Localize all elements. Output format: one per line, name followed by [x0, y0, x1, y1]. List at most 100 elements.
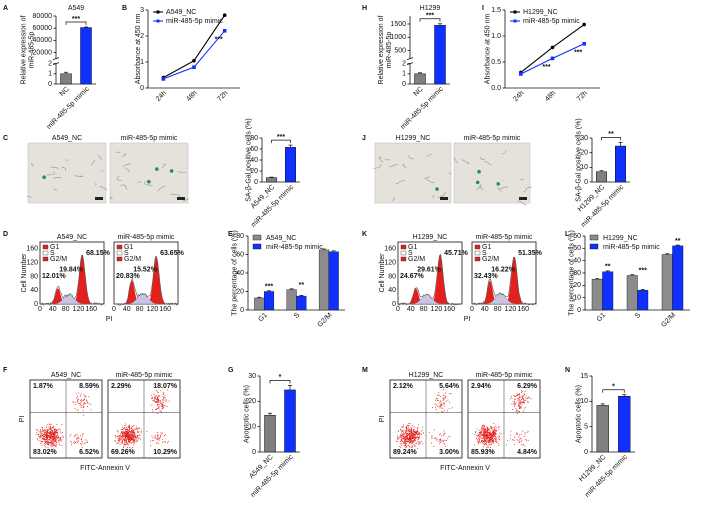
cell-texture: [373, 153, 452, 202]
y-tick-label: 20: [573, 282, 581, 289]
x-tick-label: 80: [494, 306, 502, 313]
legend-label: miR-485-5p mimic: [603, 244, 660, 251]
x-axis-label: PI: [464, 316, 471, 323]
y-tick-label: 40: [30, 287, 38, 294]
x-tick-label: 80: [420, 306, 428, 313]
bar: [266, 177, 277, 183]
quadrant-percentage: 89.24%: [393, 449, 418, 456]
stained-cell: [475, 180, 480, 185]
stained-cell: [155, 167, 159, 171]
y-tick-label: 1.5: [491, 7, 501, 14]
legend-swatch: [252, 234, 262, 241]
dot-cloud: [474, 390, 532, 449]
error-bar: [599, 170, 604, 172]
y-tick-label: 0: [240, 307, 244, 314]
x-tick-label: 160: [443, 306, 455, 313]
g1-g2-peak: [472, 257, 536, 304]
x-tick-label: 120: [505, 306, 517, 313]
bar: [254, 297, 265, 311]
bar: [602, 271, 614, 311]
legend-swatch: [116, 256, 123, 262]
significance-bracket: [419, 18, 441, 22]
image-title: H1299_NC: [396, 135, 431, 142]
error-bar: [84, 26, 88, 28]
marker: [161, 77, 166, 81]
cell-texture: [109, 151, 189, 202]
scale-bar: [95, 197, 103, 200]
y-tick-label: 10: [248, 424, 256, 431]
marker: [222, 29, 227, 33]
x-tick-label: 40: [49, 306, 57, 313]
legend-swatch: [400, 244, 407, 250]
x-tick-label: S: [293, 312, 301, 320]
bar: [318, 249, 330, 311]
y-tick-label: 40: [573, 258, 581, 265]
y-axis-label: miR-485-5p: [386, 32, 393, 69]
image-title: H1299_NC: [413, 234, 448, 241]
legend-label: A549_NC: [266, 235, 296, 242]
legend-label: miR-485-5p mimic: [523, 18, 580, 25]
y-axis-label: Cell Number: [379, 253, 386, 293]
legend-swatch: [474, 256, 481, 262]
y-tick-label: 2: [48, 60, 52, 67]
y-tick-label: 80: [388, 273, 396, 280]
quadrant-percentage: 10.29%: [153, 449, 178, 456]
phase-percentage: 16.22%: [491, 267, 516, 274]
y-tick-label: 0: [584, 179, 588, 186]
marker: [519, 72, 523, 76]
chart-title: H1299: [420, 5, 441, 12]
y-tick-label: 30: [573, 270, 581, 277]
error-bar: [64, 71, 68, 74]
y-tick-label: 160: [384, 246, 396, 253]
marker: [550, 45, 555, 50]
y-tick-label: 80: [250, 135, 258, 142]
y-axis-label: The percentage of cells (%): [568, 230, 575, 316]
quadrant-percentage: 2.29%: [111, 383, 132, 390]
legend-label: G1: [124, 244, 133, 251]
significance: *: [612, 384, 615, 391]
x-tick-label: 80: [136, 306, 144, 313]
bar: [591, 278, 603, 311]
legend-label: G1: [482, 244, 491, 251]
panel-letter: F: [3, 367, 8, 374]
y-tick-label: 500: [394, 47, 406, 54]
legend-marker: [156, 19, 160, 23]
image-title: A549_NC: [51, 372, 81, 379]
panel-letter: G: [228, 367, 234, 374]
quadrant-percentage: 6.52%: [79, 449, 100, 456]
error-bar: [622, 394, 627, 397]
panel-letter: A: [3, 5, 8, 12]
marker: [582, 42, 586, 46]
significance: ***: [72, 16, 80, 23]
y-tick-label: 0: [254, 179, 258, 186]
histogram-outline: [397, 254, 463, 306]
y-axis-label: SA-β-Gal positive cells (%): [575, 118, 582, 201]
bar: [328, 251, 339, 311]
dot-cloud: [36, 392, 92, 450]
legend-marker: [156, 10, 160, 14]
bar: [414, 73, 426, 85]
legend-label: H1299_NC: [523, 9, 558, 16]
significance: ***: [265, 284, 273, 291]
y-axis-label: SA-β-Gal positive cells (%): [245, 118, 252, 201]
y-axis-label: Absorbance at 450 nm: [135, 14, 142, 85]
y-tick-label: 10: [573, 295, 581, 302]
legend-swatch: [116, 250, 123, 256]
error-bar: [299, 295, 304, 297]
panel-letter: K: [362, 231, 367, 238]
y-tick-label: 0: [577, 307, 581, 314]
legend-label: S: [408, 250, 413, 257]
legend-swatch: [400, 256, 407, 262]
y-tick-label: 1.0: [491, 33, 501, 40]
legend-marker: [513, 10, 517, 14]
y-tick-label: 0.0: [491, 85, 501, 92]
quadrant-percentage: 8.59%: [79, 383, 100, 390]
legend-label: G1: [50, 244, 59, 251]
y-tick-label: 60: [236, 251, 244, 258]
legend-label: G1: [408, 244, 417, 251]
error-bar: [618, 142, 623, 147]
x-axis-label: FITC-Annexin V: [80, 465, 130, 472]
image-title: miR-485-5p mimic: [476, 372, 533, 379]
error-bar: [257, 296, 262, 298]
y-tick-label: 1: [48, 71, 52, 78]
